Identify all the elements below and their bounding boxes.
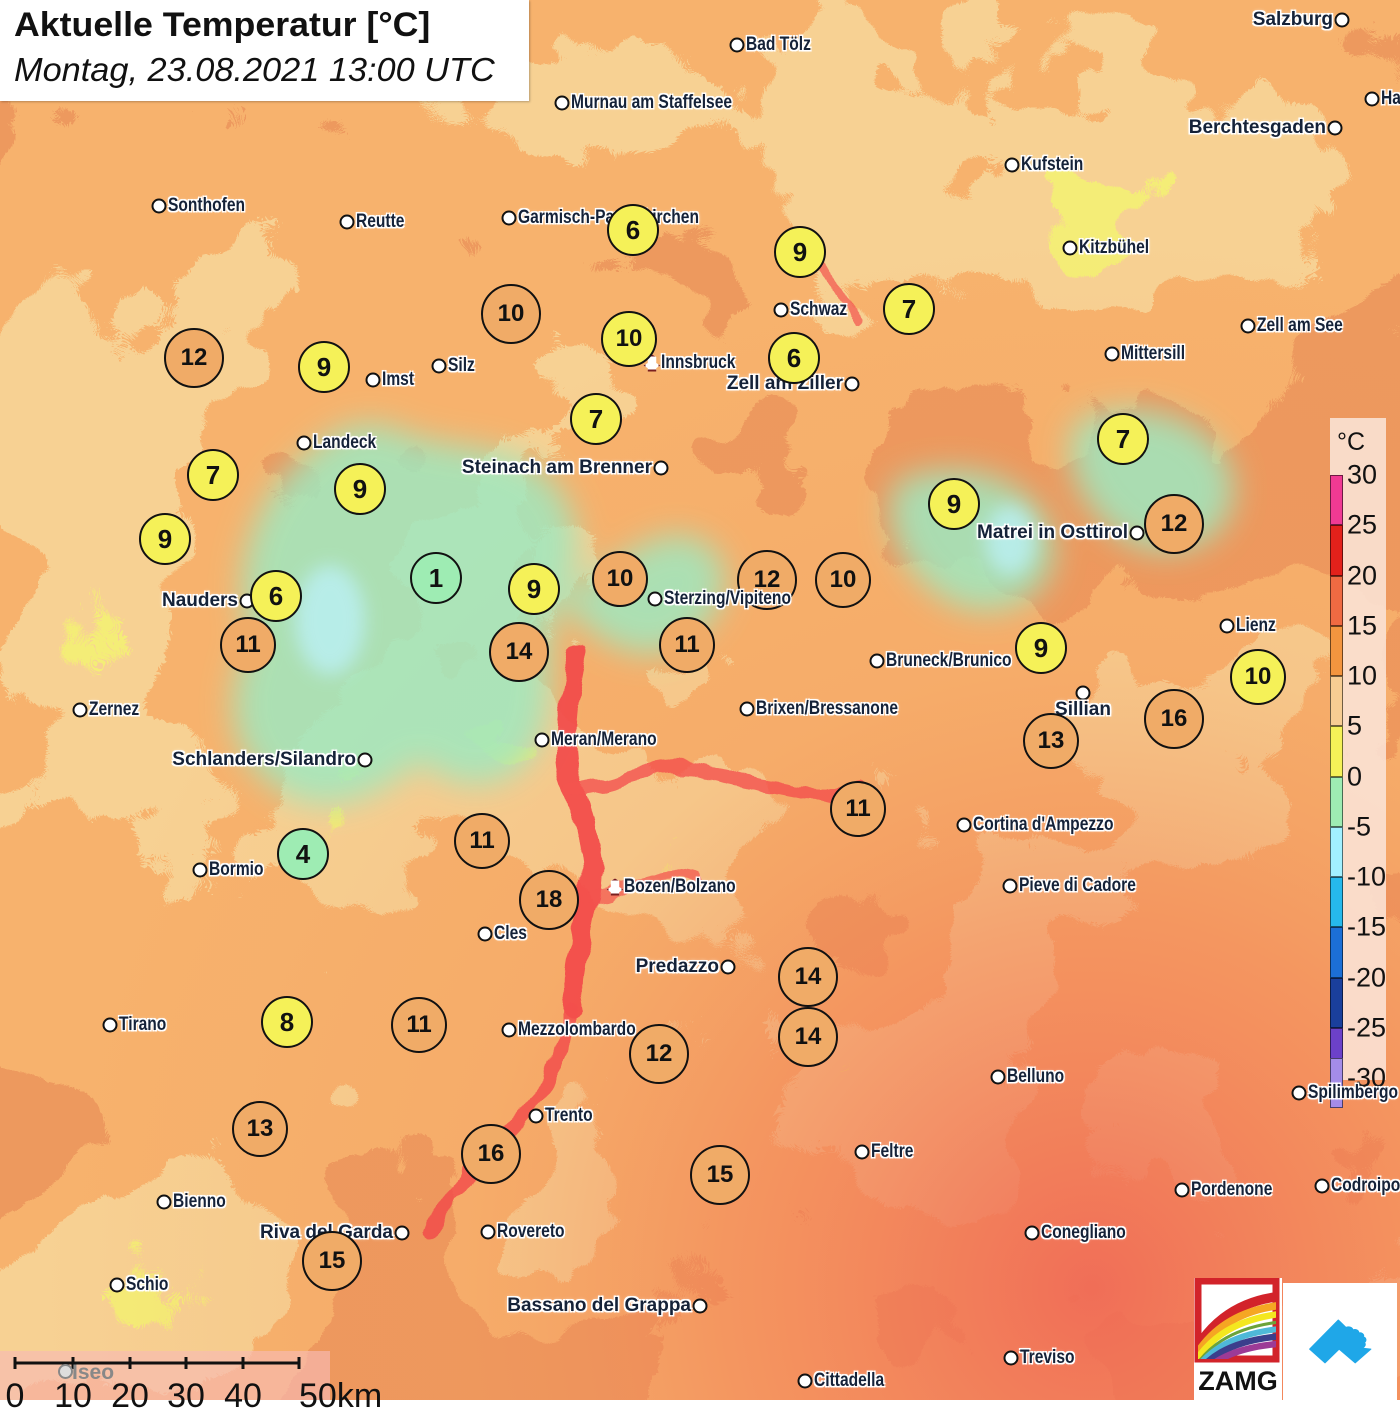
svg-text:ZAMG: ZAMG <box>1198 1366 1277 1396</box>
